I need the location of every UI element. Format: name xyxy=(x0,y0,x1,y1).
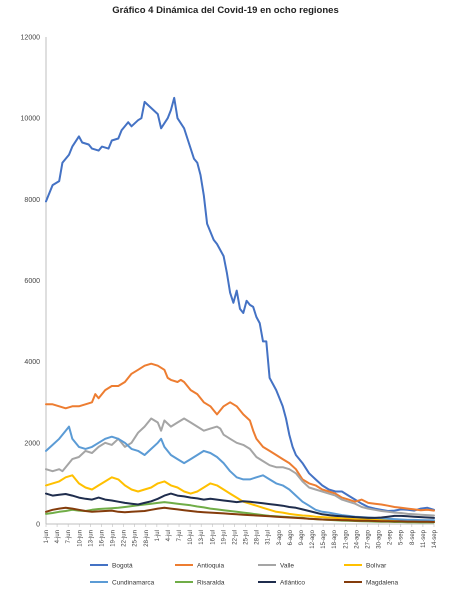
legend-label: Magdalena xyxy=(366,580,399,587)
x-tick-label: 2-sep xyxy=(388,529,394,545)
x-tick-label: 14-sep xyxy=(432,529,438,548)
chart-title: Gráfico 4 Dinámica del Covid-19 en ocho … xyxy=(112,5,339,16)
legend-label: Valle xyxy=(280,563,294,570)
legend-label: Atlántico xyxy=(280,580,305,587)
legend-label: Bolívar xyxy=(366,563,387,570)
legend-label: Bogotá xyxy=(112,563,133,570)
x-tick-label: 10-jul xyxy=(188,530,194,545)
legend-label: Risaralda xyxy=(197,580,225,587)
x-tick-label: 31-jul xyxy=(266,530,272,545)
series-line-cundinamarca xyxy=(45,425,435,522)
x-tick-label: 7-jun xyxy=(66,530,72,543)
x-tick-label: 22-jul xyxy=(232,530,238,545)
x-tick-label: 16-jun xyxy=(99,530,105,547)
x-tick-label: 25-jun xyxy=(133,530,139,547)
x-tick-label: 4-jul xyxy=(166,530,172,541)
series-line-atlántico xyxy=(45,492,435,519)
y-tick-label: 12000 xyxy=(21,35,41,42)
series-line-magdalena xyxy=(45,506,435,523)
x-tick-label: 24-ago xyxy=(354,529,360,548)
x-tick-label: 28-jul xyxy=(255,530,261,545)
x-tick-label: 12-ago xyxy=(310,529,316,548)
x-tick-label: 13-jul xyxy=(199,530,205,545)
x-tick-label: 3-ago xyxy=(277,529,283,545)
series-line-bolívar xyxy=(45,474,435,522)
y-tick-label: 6000 xyxy=(24,278,40,285)
x-tick-label: 21-ago xyxy=(343,529,349,548)
x-tick-label: 19-jun xyxy=(111,530,117,547)
x-tick-label: 11-sep xyxy=(421,529,427,548)
legend-label: Cundinamarca xyxy=(112,580,155,587)
x-tick-label: 22-jun xyxy=(122,530,128,547)
x-tick-label: 10-jun xyxy=(77,530,83,547)
x-tick-label: 16-jul xyxy=(210,530,216,545)
x-tick-label: 27-ago xyxy=(365,529,371,548)
y-tick-label: 8000 xyxy=(24,197,40,204)
x-tick-label: 25-jul xyxy=(244,530,250,545)
y-tick-label: 0 xyxy=(36,522,40,529)
y-tick-label: 2000 xyxy=(24,440,40,447)
x-tick-label: 1-jul xyxy=(155,530,161,541)
x-tick-label: 5-sep xyxy=(399,529,405,545)
x-tick-label: 15-ago xyxy=(321,529,327,548)
x-tick-label: 4-jun xyxy=(55,530,61,543)
x-tick-label: 19-jul xyxy=(221,530,227,545)
x-tick-label: 9-ago xyxy=(299,529,305,545)
x-tick-label: 7-jul xyxy=(177,530,183,541)
x-tick-label: 28-jun xyxy=(144,530,150,547)
x-tick-label: 6-ago xyxy=(288,529,294,545)
series-line-valle xyxy=(45,417,435,517)
x-tick-label: 13-jun xyxy=(88,530,94,547)
x-tick-label: 1-jun xyxy=(44,530,50,543)
series-line-antioquia xyxy=(45,362,435,512)
x-tick-label: 18-ago xyxy=(332,529,338,548)
legend-label: Antioquia xyxy=(197,563,224,570)
series-line-bogotá xyxy=(45,96,435,512)
x-tick-label: 30-ago xyxy=(377,529,383,548)
y-tick-label: 10000 xyxy=(21,116,41,123)
x-tick-label: 8-sep xyxy=(410,529,416,545)
y-tick-label: 4000 xyxy=(24,359,40,366)
